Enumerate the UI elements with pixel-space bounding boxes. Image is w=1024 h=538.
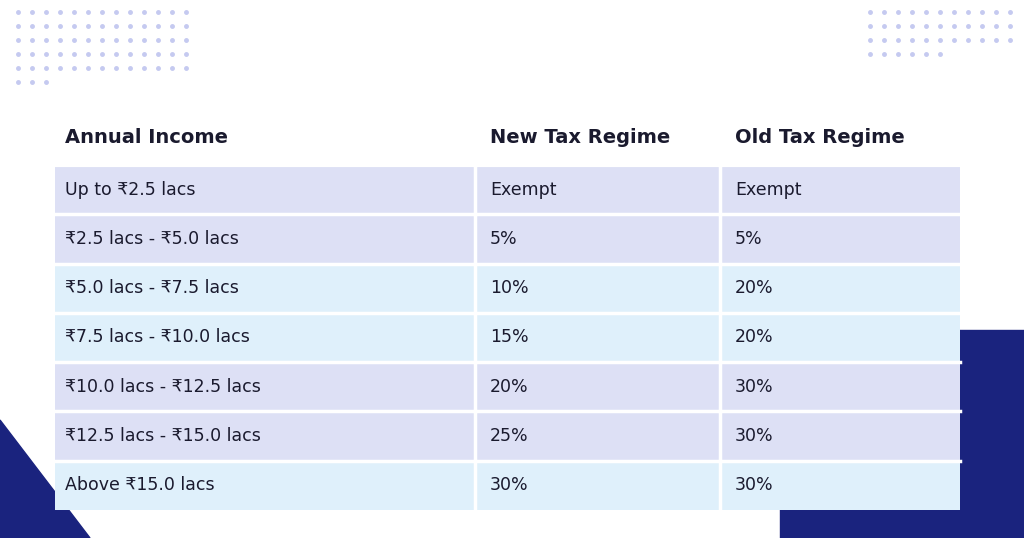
Text: 20%: 20%	[490, 378, 528, 396]
Text: ₹12.5 lacs - ₹15.0 lacs: ₹12.5 lacs - ₹15.0 lacs	[65, 427, 261, 445]
Text: 15%: 15%	[490, 329, 528, 346]
Text: Exempt: Exempt	[735, 181, 802, 199]
Text: ₹2.5 lacs - ₹5.0 lacs: ₹2.5 lacs - ₹5.0 lacs	[65, 230, 239, 248]
Text: Up to ₹2.5 lacs: Up to ₹2.5 lacs	[65, 181, 196, 199]
Text: 5%: 5%	[490, 230, 517, 248]
Text: 20%: 20%	[735, 329, 773, 346]
Text: 30%: 30%	[735, 476, 773, 494]
Text: New Tax Regime: New Tax Regime	[490, 128, 671, 147]
Text: 30%: 30%	[735, 427, 773, 445]
Text: Old Tax Regime: Old Tax Regime	[735, 128, 905, 147]
FancyBboxPatch shape	[55, 214, 961, 264]
Text: 25%: 25%	[490, 427, 528, 445]
Text: Annual Income: Annual Income	[65, 128, 228, 147]
FancyBboxPatch shape	[55, 264, 961, 313]
Text: Above ₹15.0 lacs: Above ₹15.0 lacs	[65, 476, 215, 494]
FancyBboxPatch shape	[55, 313, 961, 362]
FancyBboxPatch shape	[55, 362, 961, 412]
Text: Exempt: Exempt	[490, 181, 556, 199]
Text: 5%: 5%	[735, 230, 763, 248]
FancyBboxPatch shape	[55, 165, 961, 214]
Text: ₹7.5 lacs - ₹10.0 lacs: ₹7.5 lacs - ₹10.0 lacs	[65, 329, 250, 346]
FancyBboxPatch shape	[55, 461, 961, 510]
Text: 20%: 20%	[735, 279, 773, 297]
Text: 10%: 10%	[490, 279, 528, 297]
Polygon shape	[780, 330, 1024, 538]
Text: 30%: 30%	[735, 378, 773, 396]
Text: ₹10.0 lacs - ₹12.5 lacs: ₹10.0 lacs - ₹12.5 lacs	[65, 378, 261, 396]
FancyBboxPatch shape	[55, 110, 961, 165]
Text: ₹5.0 lacs - ₹7.5 lacs: ₹5.0 lacs - ₹7.5 lacs	[65, 279, 239, 297]
Text: 30%: 30%	[490, 476, 528, 494]
FancyBboxPatch shape	[55, 412, 961, 461]
Polygon shape	[0, 420, 90, 538]
